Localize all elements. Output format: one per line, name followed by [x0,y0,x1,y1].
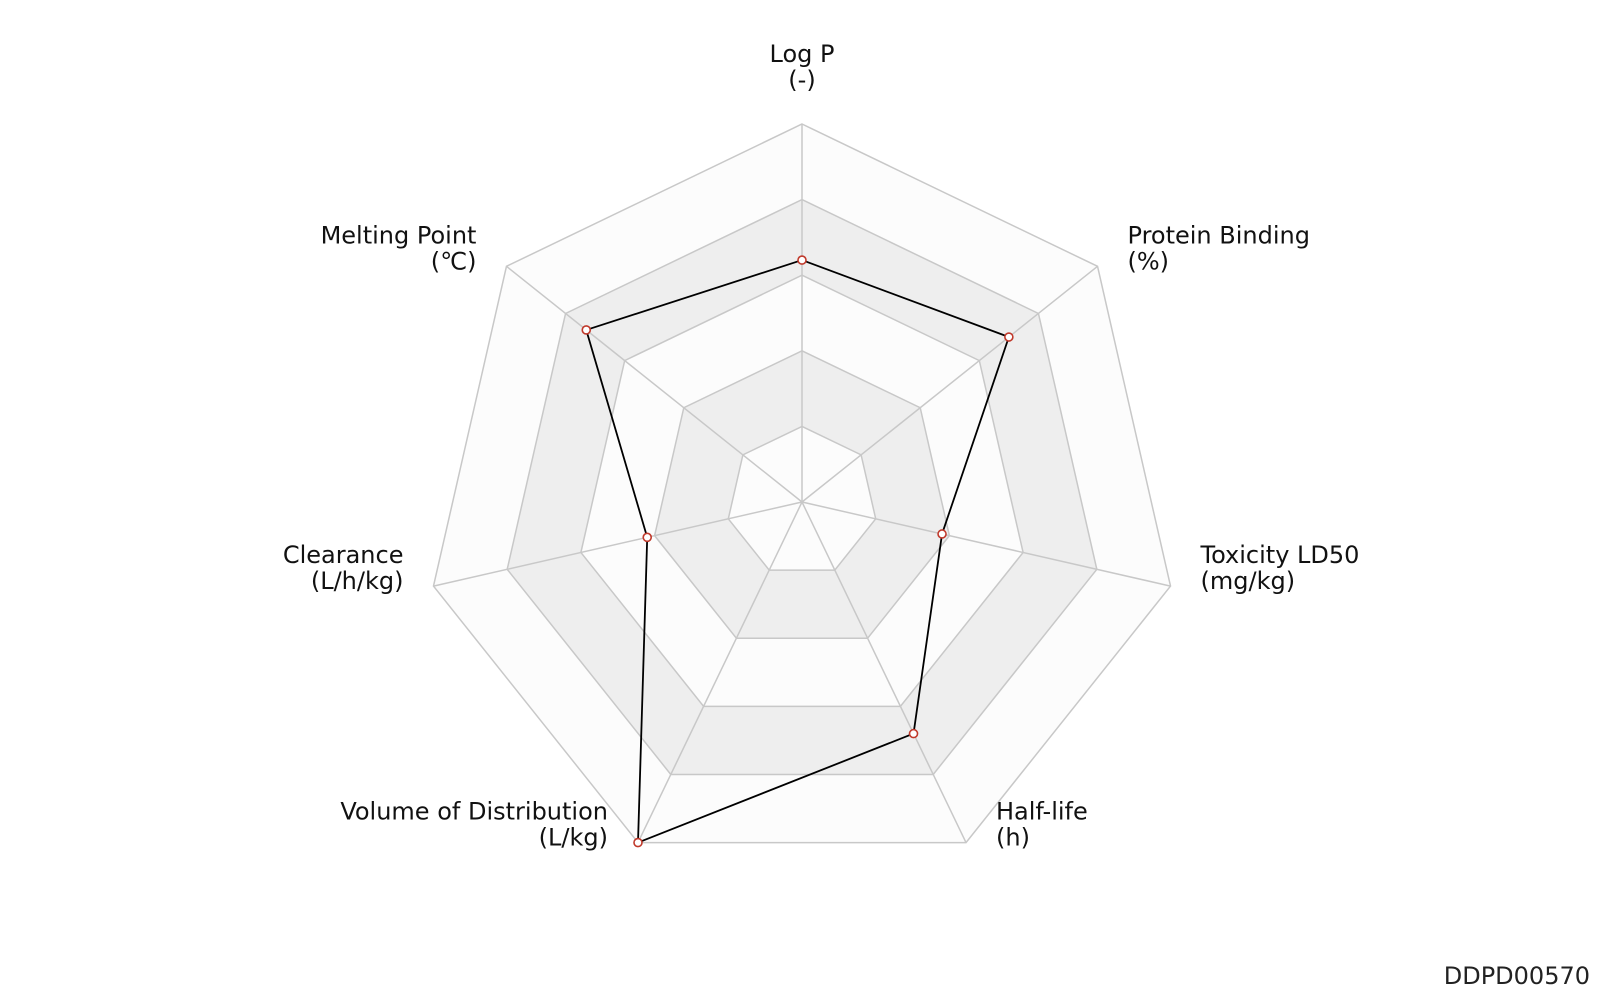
axis-label: Volume of Distribution (L/kg) [340,798,608,852]
radar-spoke [506,265,803,503]
axis-unit: (%) [1128,247,1170,275]
radar-point [1004,332,1014,342]
axis-label: Half-life (h) [996,798,1088,852]
axis-name: Melting Point [321,221,477,249]
radar-ring-1 [727,425,877,571]
axis-unit: (L/h/kg) [311,567,404,595]
radar-point [581,325,592,335]
radar-spoke [801,501,1171,587]
radar-ring-4 [506,198,1098,776]
radar-point [937,529,947,539]
radar-point [642,532,653,543]
radar-ring-5 [432,123,1172,844]
axis-label: Melting Point (℃) [321,221,477,275]
radar-point [633,837,643,848]
axis-unit: (L/kg) [539,824,608,852]
radar-spoke [637,501,803,843]
axis-label: Protein Binding (%) [1128,221,1310,275]
chart-id-label: DDPD00570 [1443,962,1590,990]
axis-name: Log P [770,40,835,68]
axis-label: Clearance (L/h/kg) [283,541,404,595]
axis-label: Log P (-) [770,40,835,94]
radar-point [797,255,807,265]
radar-ring-2 [653,349,951,639]
axis-name: Clearance [283,541,404,569]
radar-spokes [433,124,1171,843]
radar-ring-3 [580,274,1024,708]
radar-point [908,728,919,739]
radar-spoke [801,501,967,843]
radar-spoke [801,265,1098,503]
axis-label: Toxicity LD50 (mg/kg) [1200,541,1360,595]
axis-name: Volume of Distribution [340,798,608,826]
radar-spoke [433,501,803,587]
axis-name: Protein Binding [1128,221,1310,249]
axis-unit: (h) [996,824,1030,852]
axis-name: Half-life [996,798,1088,826]
radar-grid [432,123,1172,844]
radar-series [581,255,1014,848]
axis-unit: (-) [788,66,815,94]
axis-unit: (℃) [431,247,477,275]
axis-labels: Log P (-)Protein Binding (%)Toxicity LD50(… [283,40,1360,852]
radar-series-line [585,259,1010,844]
axis-unit: (mg/kg) [1201,567,1296,595]
axis-name: Toxicity LD50 [1200,541,1360,569]
